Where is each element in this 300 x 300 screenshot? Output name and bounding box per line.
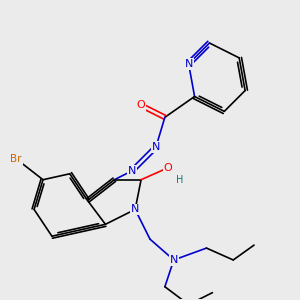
- Text: N: N: [131, 204, 139, 214]
- Text: N: N: [128, 166, 136, 176]
- Text: Br: Br: [11, 154, 22, 164]
- Text: H: H: [176, 175, 183, 185]
- Text: O: O: [137, 100, 146, 110]
- Text: N: N: [152, 142, 160, 152]
- Text: N: N: [169, 255, 178, 265]
- Text: N: N: [184, 59, 193, 69]
- Text: O: O: [164, 163, 172, 173]
